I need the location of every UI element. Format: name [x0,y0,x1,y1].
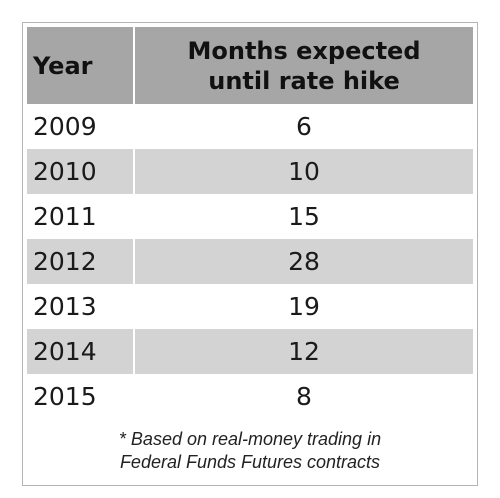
row-year-cell: 2010 [27,149,133,194]
row-year-cell: 2011 [33,202,97,231]
table-row: 2011 15 [27,194,473,239]
row-year-cell: 2009 [33,112,97,141]
row-year-cell: 2013 [33,292,97,321]
header-months-line2: until rate hike [208,66,400,95]
table-row: 2015 8 [27,374,473,419]
row-year-cell: 2015 [33,382,97,411]
row-year-cell: 2014 [27,329,133,374]
row-value-cell: 15 [133,194,473,239]
table-row: 2010 10 [27,149,473,194]
row-value-cell: 10 [133,149,473,194]
table-row: 2014 12 [27,329,473,374]
header-year: Year [27,27,133,104]
header-months-line1: Months expected [187,36,421,65]
rate-hike-table: Year Months expected until rate hike 200… [27,27,473,419]
header-row: Year Months expected until rate hike [27,27,473,104]
table-row: 2013 19 [27,284,473,329]
row-value-cell: 12 [133,329,473,374]
row-value-cell: 8 [133,374,473,419]
row-year-cell: 2012 [27,239,133,284]
header-months: Months expected until rate hike [133,27,473,104]
row-value-cell: 28 [133,239,473,284]
row-value-cell: 6 [133,104,473,149]
table-row: 2009 6 [27,104,473,149]
table-frame: Year Months expected until rate hike 200… [22,22,478,486]
footnote: * Based on real-money trading in Federal… [27,428,473,474]
row-value-cell: 19 [133,284,473,329]
footnote-line1: * Based on real-money trading in [118,429,382,449]
table-row: 2012 28 [27,239,473,284]
footnote-line2: Federal Funds Futures contracts [119,452,381,472]
